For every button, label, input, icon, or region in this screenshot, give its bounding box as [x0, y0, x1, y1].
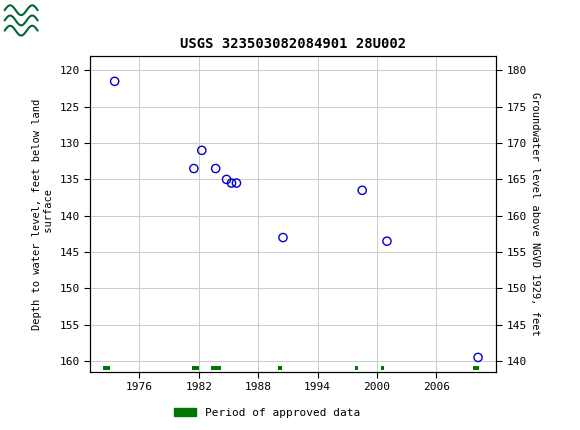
- Text: USGS: USGS: [42, 13, 89, 28]
- Point: [211, 165, 220, 172]
- Title: USGS 323503082084901 28U002: USGS 323503082084901 28U002: [180, 37, 406, 51]
- Y-axis label: Groundwater level above NGVD 1929, feet: Groundwater level above NGVD 1929, feet: [531, 92, 541, 336]
- Bar: [3, 2, 72, 39]
- Legend: Period of approved data: Period of approved data: [169, 403, 364, 422]
- Point: [110, 78, 119, 85]
- Point: [473, 354, 483, 361]
- Point: [232, 180, 241, 187]
- Bar: [103, 366, 110, 371]
- Point: [278, 234, 288, 241]
- Y-axis label: Depth to water level, feet below land
 surface: Depth to water level, feet below land su…: [32, 98, 54, 329]
- Point: [227, 180, 236, 187]
- Bar: [473, 366, 479, 371]
- Bar: [278, 366, 282, 371]
- Bar: [356, 366, 358, 371]
- Point: [222, 176, 231, 183]
- Bar: [381, 366, 384, 371]
- Point: [197, 147, 206, 154]
- Point: [382, 238, 392, 245]
- Bar: [192, 366, 199, 371]
- Point: [358, 187, 367, 194]
- Bar: [211, 366, 220, 371]
- Point: [189, 165, 198, 172]
